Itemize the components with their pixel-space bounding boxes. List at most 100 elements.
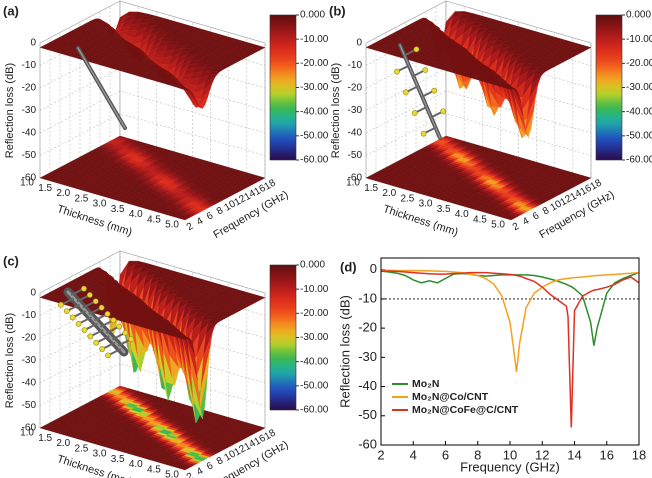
x-tick-label: 3.5 (437, 204, 451, 215)
x-tick-label: 12 (535, 447, 549, 462)
colorbar (595, 14, 623, 161)
y-tick-label: 4 (195, 215, 206, 228)
y-tick-label: 14 (569, 188, 585, 203)
y-tick-label: 14 (243, 438, 259, 453)
y-tick-label: 16 (579, 183, 595, 198)
z-axis-label: Reflection loss (dB) (4, 63, 16, 158)
panel-label: (d) (340, 259, 357, 274)
colorbar-label: -60.00 (300, 405, 329, 416)
y-tick-label: -30 (358, 349, 377, 364)
colorbar-label: -50.00 (626, 130, 652, 141)
particle (122, 329, 129, 336)
x-tick-label: 4 (410, 447, 417, 462)
surface-cell (175, 335, 188, 340)
particle (413, 46, 420, 53)
x-tick-label: 5.0 (491, 220, 505, 231)
z-tick-label: 0 (356, 38, 362, 49)
z-tick-label: -60 (22, 173, 37, 184)
z-tick-label: -10 (22, 310, 37, 321)
particle (81, 327, 88, 333)
z-axis-label: Reflection loss (dB) (4, 313, 16, 408)
x-tick-label: 6 (442, 447, 449, 462)
particle (128, 336, 135, 343)
y-tick-label: 0 (370, 261, 377, 276)
y-tick-label: 12 (233, 193, 249, 208)
colorbar-label: -50.00 (300, 130, 329, 141)
colorbar-label: -20.00 (626, 58, 652, 69)
z-axis-label: Reflection loss (dB) (330, 63, 342, 158)
y-tick-label: 12 (233, 443, 249, 458)
surface (39, 11, 266, 109)
x-tick-label: 2.0 (56, 438, 70, 449)
z-tick-label: -10 (22, 60, 37, 71)
z-tick-label: -50 (22, 400, 37, 411)
particle (110, 317, 117, 324)
particle (440, 108, 447, 115)
colorbar-label: 0.000 (300, 10, 325, 21)
x-tick-label: 3.0 (93, 449, 107, 460)
z-tick-label: -40 (348, 128, 363, 139)
x-tick-label: 4.5 (147, 214, 161, 225)
particle (99, 346, 106, 352)
x-tick-label: 3.0 (93, 199, 107, 210)
panel-line: (d) 0 -10 -20 -30 -40 -50 -602 4 6 8 10 12 14 16 18 Mo₂N… (337, 257, 646, 474)
y-tick-label: 10 (223, 448, 239, 463)
particle (93, 339, 100, 346)
z-tick-label: -60 (348, 173, 363, 184)
rod-shine (77, 47, 126, 129)
floor-cell (253, 175, 266, 180)
colorbar-label: -40.00 (300, 106, 329, 117)
x-tick-label: 4.0 (455, 209, 469, 220)
x-axis-label: Frequency (GHz) (460, 459, 560, 474)
z-tick-label: -50 (348, 150, 363, 161)
particle (393, 68, 400, 75)
x-tick-label: 4.5 (147, 464, 161, 475)
z-tick-label: -10 (348, 60, 363, 71)
series-line (381, 270, 640, 428)
y-tick-label: 6 (205, 210, 216, 223)
y-tick-label: 8 (215, 455, 226, 468)
x-tick-label: 4.0 (129, 459, 143, 470)
y-tick-label: 14 (243, 188, 259, 203)
plot-frame (380, 257, 640, 446)
y-tick-label: -60 (358, 436, 377, 451)
y-tick-label: 10 (223, 198, 239, 213)
particle (116, 323, 123, 330)
x-tick-label: 16 (600, 447, 614, 462)
x-tick-label: 2.5 (400, 193, 414, 204)
particle (104, 311, 111, 317)
y-tick-label: 18 (263, 177, 279, 192)
x-tick-label: 14 (567, 447, 581, 462)
particle (63, 308, 70, 315)
y-tick-label: 16 (253, 183, 269, 198)
y-axis-label: Reflection loss (dB) (337, 295, 352, 408)
y-tick-label: 8 (215, 205, 226, 218)
z-tick-label: -30 (22, 355, 37, 366)
y-tick-label: -10 (358, 290, 377, 305)
z-tick-label: -20 (22, 83, 37, 94)
floor-cell (579, 175, 592, 180)
colorbar-label: -10.00 (626, 34, 652, 45)
y-tick-label: 2 (511, 221, 522, 234)
x-tick-label: 1.0 (346, 178, 360, 189)
particle (98, 304, 105, 311)
z-tick-label: -40 (22, 128, 37, 139)
z-tick-label: -60 (22, 423, 37, 434)
x-tick-label: 1.5 (364, 183, 378, 194)
x-tick-label: 2 (377, 447, 384, 462)
colorbar-label: -30.00 (626, 82, 652, 93)
surface (365, 11, 592, 139)
y-tick-label: -50 (358, 407, 377, 422)
panel-label: (a) (3, 3, 19, 18)
colorbar-label: -40.00 (300, 356, 329, 367)
y-tick-label: -40 (358, 378, 377, 393)
particle (57, 301, 64, 308)
y-tick-label: 12 (559, 193, 575, 208)
rod-shine (399, 44, 441, 139)
x-tick-label: 3.5 (111, 204, 125, 215)
particle (81, 285, 87, 292)
x-tick-label: 2.0 (56, 188, 70, 199)
